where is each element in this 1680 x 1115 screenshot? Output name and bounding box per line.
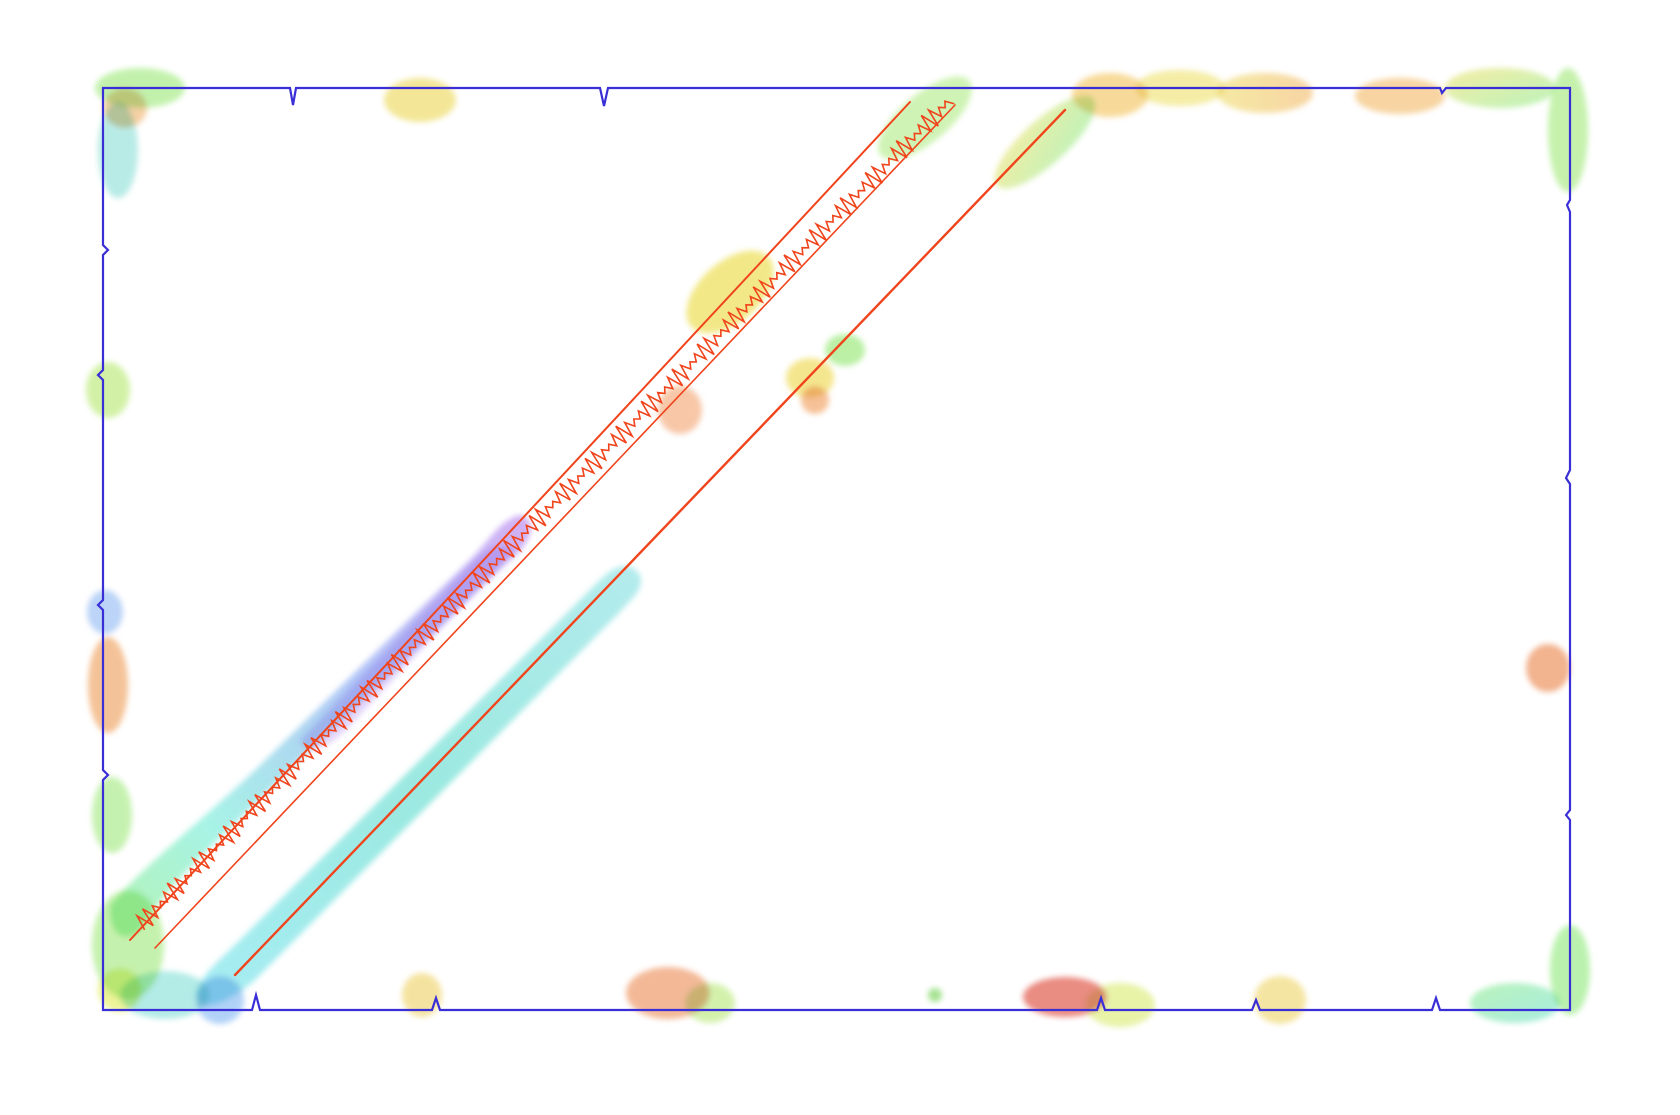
density-blob bbox=[103, 88, 147, 128]
trace-line bbox=[233, 108, 1067, 977]
density-blob bbox=[402, 973, 442, 1017]
zigzag-trace bbox=[134, 100, 955, 930]
density-blob bbox=[98, 968, 142, 1012]
trace-line bbox=[154, 104, 956, 949]
density-blob bbox=[87, 590, 123, 634]
density-blob bbox=[92, 777, 132, 853]
density-blob bbox=[1085, 983, 1155, 1027]
density-blob bbox=[994, 95, 1096, 189]
density-blob bbox=[658, 386, 702, 434]
density-blob bbox=[801, 386, 829, 414]
trace-line bbox=[129, 101, 911, 941]
density-blob bbox=[685, 983, 735, 1023]
density-blob bbox=[384, 78, 456, 122]
density-blob bbox=[1217, 73, 1313, 113]
density-blob bbox=[1072, 73, 1148, 117]
frame-outline bbox=[96, 86, 1572, 1012]
density-blob bbox=[928, 988, 942, 1002]
density-blob bbox=[1548, 68, 1588, 192]
density-blob bbox=[88, 637, 128, 733]
density-blob bbox=[196, 976, 244, 1024]
density-blob bbox=[1526, 644, 1570, 692]
density-blob bbox=[1254, 976, 1306, 1024]
trace-lines bbox=[129, 100, 1067, 977]
density-blob bbox=[86, 362, 130, 418]
density-blob bbox=[1470, 983, 1560, 1023]
density-blob bbox=[120, 971, 210, 1019]
density-blob bbox=[1355, 78, 1445, 114]
density-blob bbox=[825, 334, 865, 366]
